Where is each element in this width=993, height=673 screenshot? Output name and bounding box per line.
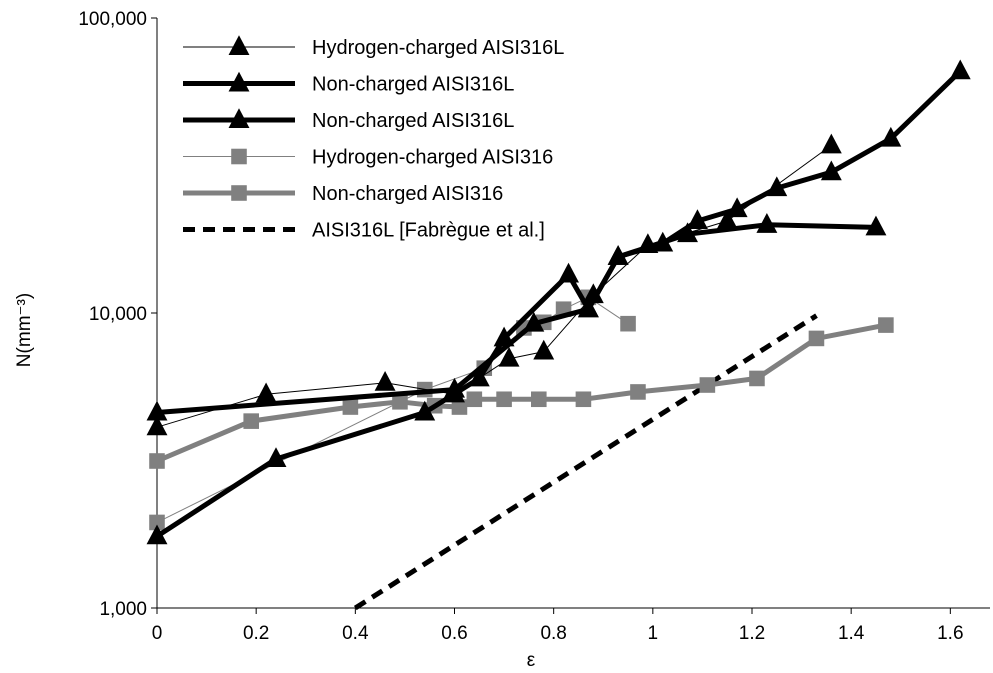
x-axis-title: ε [527,650,536,671]
y-axis-title: N(mm⁻³) [14,293,35,367]
series-line [353,313,818,611]
x-tick-label: 1.6 [937,623,963,644]
legend-label: Non-charged AISI316L [312,110,514,132]
data-point [577,297,599,318]
legend-entry-3: Non-charged AISI316L [183,108,514,132]
data-point [523,311,545,332]
x-tick-label: 0.6 [441,623,467,644]
series-5 [149,317,894,469]
legend-swatch-marker [228,35,250,55]
data-point [756,213,778,233]
data-point [451,399,468,415]
x-tick-label: 1 [648,623,659,644]
data-point [533,339,555,360]
data-point [575,391,592,408]
data-point [498,346,520,367]
x-tick-label: 0 [152,623,163,644]
legend-label: Hydrogen-charged AISI316L [312,37,564,59]
legend-swatch-marker [228,71,250,92]
data-point [243,413,259,429]
data-point [414,400,436,421]
data-point [392,394,408,410]
legend-swatch-marker [228,108,250,128]
data-point [880,126,902,147]
data-point [468,366,490,387]
data-point [630,384,646,400]
x-tick-label: 1.4 [838,623,865,644]
data-point [466,391,483,408]
series-2 [146,59,971,545]
axes: 0 0.2 0.4 0.6 0.8 1 1.2 1.4 1.6 1,000 10,000 100,00… [78,9,990,644]
legend-entry-2: Non-charged AISI316L [183,71,514,96]
data-point [687,209,708,230]
data-point [149,453,165,469]
y-tick-label: 1,000 [99,599,147,620]
data-point [716,209,738,230]
legend-entry-5: Non-charged AISI316 [183,183,503,205]
data-point [820,133,842,154]
data-point [808,330,825,347]
x-tick-label: 0.8 [540,623,566,644]
data-point [149,514,165,531]
data-point [558,262,579,283]
legend-label: Hydrogen-charged AISI316 [312,147,553,169]
data-point [493,326,515,347]
data-point [146,400,168,421]
data-point [652,231,674,252]
series-6 [353,313,818,611]
data-point [949,59,971,80]
legend-entry-6: AISI316L [Fabrègue et al.] [183,220,545,242]
data-point [766,176,788,197]
data-point [146,415,168,436]
legend-swatch-marker [231,148,247,165]
x-tick-label: 0.4 [342,623,369,644]
data-point [878,317,894,333]
data-point [620,315,636,332]
data-point [865,215,887,236]
legend-label: AISI316L [Fabrègue et al.] [312,220,545,242]
data-point [496,391,512,408]
data-point [699,377,716,393]
legend-label: Non-charged AISI316 [312,183,503,205]
data-point [255,382,277,403]
legend: Hydrogen-charged AISI316L Non-charged AIS… [183,35,564,242]
data-point [146,524,168,545]
data-point [374,371,396,391]
legend-entry-1: Hydrogen-charged AISI316L [183,35,564,59]
y-tick-label: 10,000 [89,304,147,325]
data-point [820,160,842,181]
legend-entry-4: Hydrogen-charged AISI316 [183,147,553,169]
legend-swatch-marker [231,185,247,201]
y-tick-label: 100,000 [78,9,147,30]
x-tick-label: 0.2 [243,623,269,644]
data-point [607,245,629,265]
data-point [531,391,547,408]
data-point [726,197,748,218]
legend-label: Non-charged AISI316L [312,74,514,96]
data-point [749,370,765,387]
series-layer [146,59,971,611]
x-tick-label: 1.2 [739,623,765,644]
data-point [342,399,359,415]
data-point [265,447,287,467]
data-point [677,222,698,243]
